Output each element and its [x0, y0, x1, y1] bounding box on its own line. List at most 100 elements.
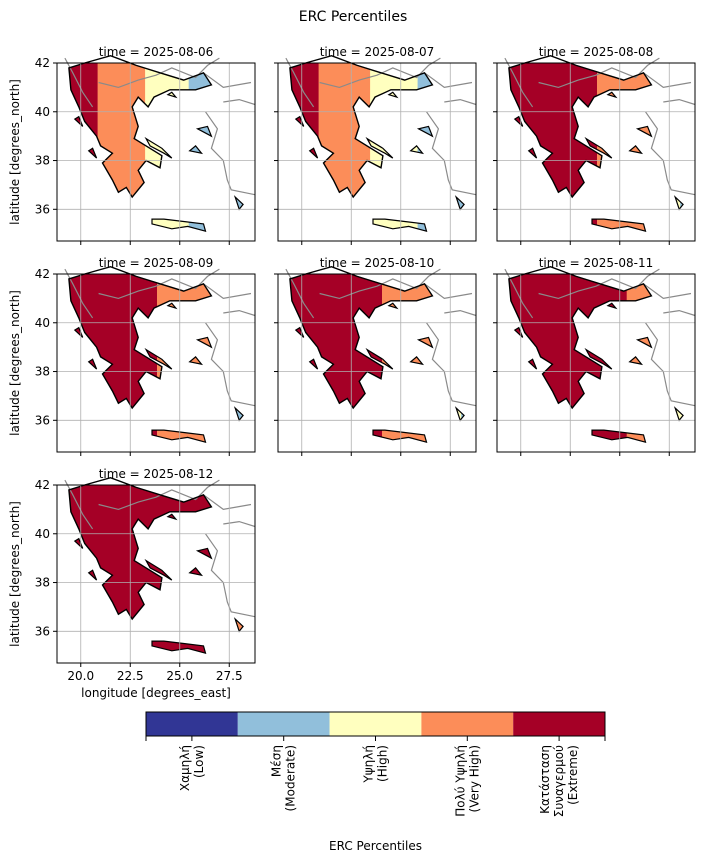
coastline: [606, 91, 618, 99]
x-axis-label: longitude [degrees_east]: [81, 686, 231, 700]
panel-title: time = 2025-08-08: [539, 45, 654, 59]
coastline: [673, 406, 684, 422]
country-border: [444, 309, 477, 317]
coastline: [591, 218, 647, 233]
coastline: [68, 476, 213, 621]
map-panel: time = 2025-08-08: [493, 45, 696, 245]
panel-title: time = 2025-08-07: [320, 45, 435, 59]
colorbar-swatch: [421, 712, 514, 736]
category-fill: [440, 274, 462, 443]
coastline: [151, 218, 207, 233]
coastline: [372, 429, 428, 444]
axes-frame: [277, 273, 477, 453]
y-tick-label: 38: [35, 154, 50, 168]
country-border: [285, 57, 315, 108]
category-fill: [685, 274, 696, 452]
country-border: [98, 268, 220, 300]
coastline: [508, 54, 653, 199]
category-fill: [508, 63, 597, 232]
coastline: [591, 429, 647, 444]
country-border: [538, 57, 660, 89]
axes-frame: [56, 484, 256, 664]
axes-frame: [496, 62, 696, 242]
y-tick-label: 36: [35, 624, 50, 638]
category-fill: [655, 63, 681, 232]
country-border: [645, 322, 696, 407]
colorbar-swatch: [146, 712, 238, 736]
country-border: [444, 98, 477, 106]
country-border: [643, 72, 692, 89]
coastline: [628, 356, 644, 366]
coastline: [628, 145, 644, 155]
coastline: [365, 136, 394, 159]
category-fill: [460, 274, 465, 443]
coastline: [409, 356, 425, 366]
country-border: [426, 111, 477, 196]
country-border: [426, 322, 477, 407]
category-fill: [508, 274, 627, 443]
panel-title: time = 2025-08-06: [99, 45, 214, 59]
figure-title: ERC Percentiles: [299, 9, 407, 25]
coastline: [151, 429, 207, 444]
country-border: [64, 268, 94, 319]
coastline: [68, 265, 213, 410]
x-tick-label: 25.0: [166, 669, 193, 683]
country-border: [64, 57, 94, 108]
coastline: [195, 336, 213, 349]
country-border: [663, 98, 696, 106]
country-border: [285, 268, 315, 319]
country-border: [643, 283, 692, 300]
map-panel: time = 2025-08-09 36 38 40 42 latitude [degre…: [8, 256, 256, 456]
country-border: [538, 268, 660, 300]
coastline: [635, 125, 653, 138]
category-fill: [679, 63, 684, 232]
coastline: [87, 358, 98, 370]
colorbar-tick-label: Χαμηλή(Low): [178, 745, 206, 791]
coastline: [372, 218, 428, 233]
coastline: [308, 358, 319, 370]
y-tick-label: 40: [35, 527, 50, 541]
country-border: [203, 283, 252, 300]
coastline: [68, 54, 213, 199]
category-fill: [669, 274, 684, 443]
coastline: [387, 91, 399, 99]
y-tick-label: 42: [35, 267, 50, 281]
x-tick-label: 22.5: [117, 669, 144, 683]
coastline: [409, 145, 425, 155]
coastline: [166, 302, 178, 310]
panels: time = 2025-08-06 36 38 40 42 latitude [degre…: [8, 45, 696, 700]
coastline: [454, 406, 465, 422]
coastline: [416, 125, 434, 138]
coastline: [151, 640, 207, 655]
coastline: [584, 136, 613, 159]
coastline: [166, 91, 178, 99]
coastline: [166, 513, 178, 521]
panel-title: time = 2025-08-09: [99, 256, 214, 270]
coastline: [416, 336, 434, 349]
y-tick-label: 42: [35, 478, 50, 492]
category-fill: [289, 63, 319, 232]
coastline: [584, 347, 613, 370]
axes-frame: [56, 273, 256, 453]
colorbar-label: ERC Percentiles: [329, 839, 422, 853]
coastline: [606, 302, 618, 310]
axes-frame: [56, 62, 256, 242]
country-border: [205, 111, 256, 196]
coastline: [387, 302, 399, 310]
country-border: [98, 57, 220, 89]
panel-title: time = 2025-08-11: [539, 256, 654, 270]
y-tick-label: 38: [35, 365, 50, 379]
colorbar-frame: [145, 711, 606, 737]
x-tick-label: 27.5: [216, 669, 243, 683]
map-panel: time = 2025-08-12 36 38 40 42 latitude [degre…: [8, 467, 256, 700]
category-fill: [68, 63, 98, 232]
coastline: [195, 125, 213, 138]
category-fill: [416, 63, 465, 232]
coastline: [144, 347, 173, 370]
panel-title: time = 2025-08-10: [320, 256, 435, 270]
country-border: [319, 268, 441, 300]
coastline: [635, 336, 653, 349]
category-fill: [68, 274, 157, 443]
country-border: [64, 479, 94, 530]
